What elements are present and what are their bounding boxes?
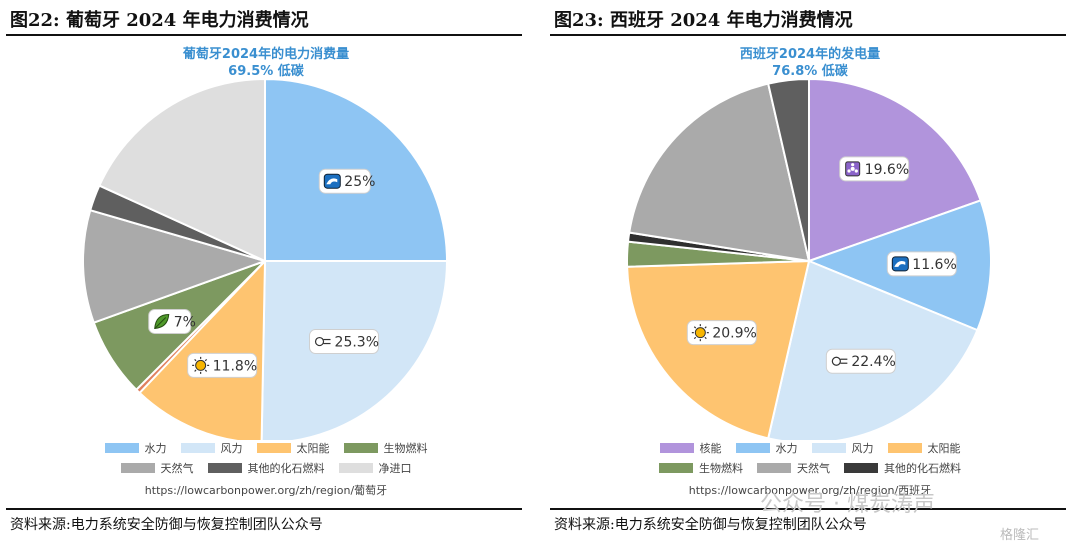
figure-title: 图22: 葡萄牙 2024 年电力消费情况 [10, 10, 309, 31]
data-label-text: 20.9% [712, 326, 756, 342]
wind-icon [831, 356, 848, 366]
legend-swatch [811, 443, 846, 453]
legend-label: 风力 [851, 442, 874, 455]
legend-swatch [120, 463, 155, 473]
bottom-rule [6, 508, 522, 510]
legend-swatch [887, 443, 922, 453]
legend-row: 水力 风力 太阳能 生物燃料 [6, 438, 526, 458]
legend-item: 水力 [104, 440, 167, 456]
top-rule [550, 34, 1066, 36]
legend-label: 其他的化石燃料 [884, 462, 961, 475]
nuclear-icon [845, 161, 861, 177]
data-label: 11.6% [886, 251, 957, 277]
legend-item: 天然气 [757, 460, 830, 476]
data-label-text: 7% [174, 314, 196, 330]
legend-label: 太阳能 [927, 442, 961, 455]
source-note: 资料来源:电力系统安全防御与恢复控制团队公众号 [10, 517, 323, 533]
sun-icon [691, 324, 709, 342]
legend: 水力 风力 太阳能 生物燃料天然气 其他的化石燃料 净进口 [6, 438, 526, 478]
legend-swatch [757, 463, 791, 473]
data-label-text: 22.4% [851, 354, 895, 370]
hydro-icon [891, 256, 909, 272]
data-label-text: 19.6% [865, 162, 909, 178]
data-label-text: 25.3% [335, 335, 379, 351]
chart-subtitle: 76.8% 低碳 [772, 64, 848, 79]
pie-chart: 19.6% 11.6% 22.4% 20.9% [626, 80, 992, 440]
legend-swatch [256, 443, 291, 453]
legend-item: 天然气 [120, 460, 194, 476]
sun-icon [192, 356, 210, 374]
legend-item: 核能 [659, 440, 722, 456]
legend-item: 生物燃料 [343, 440, 428, 456]
legend-swatch [343, 443, 378, 453]
legend-swatch [338, 463, 373, 473]
legend-label: 生物燃料 [699, 462, 743, 475]
pie-slice [98, 80, 266, 263]
watermark: 公众号 · 煤炭涛声 [760, 492, 935, 517]
legend-row: 天然气 其他的化石燃料 净进口 [6, 458, 526, 478]
pie-slice [82, 208, 269, 324]
chart-title: 葡萄牙2024年的电力消费量 [182, 47, 350, 62]
legend-row: 核能 水力 风力 太阳能 [550, 438, 1070, 458]
legend-item: 风力 [811, 440, 874, 456]
legend-label: 风力 [220, 442, 243, 455]
data-label-text: 11.8% [213, 358, 257, 374]
legend-item: 生物燃料 [659, 460, 743, 476]
legend-item: 净进口 [338, 460, 412, 476]
legend-label: 太阳能 [296, 442, 330, 455]
legend-label: 天然气 [160, 462, 194, 475]
legend-label: 水力 [144, 442, 167, 455]
source-url: https://lowcarbonpower.org/zh/region/葡萄牙 [144, 484, 388, 497]
legend-label: 其他的化石燃料 [247, 462, 325, 475]
legend-swatch [735, 443, 770, 453]
source-url: https://lowcarbonpower.org/zh/region/西班牙 [688, 484, 932, 497]
pie-slice [138, 258, 267, 440]
hydro-icon [323, 173, 341, 189]
legend-label: 净进口 [378, 462, 412, 475]
legend-item: 太阳能 [256, 440, 330, 456]
pie-slice [766, 80, 810, 262]
legend-item: 其他的化石燃料 [844, 460, 961, 476]
data-label: 7% [148, 308, 196, 334]
legend-label: 天然气 [797, 462, 830, 475]
legend-label: 生物燃料 [383, 442, 428, 455]
top-rule [6, 34, 522, 36]
chart-title: 西班牙2024年的发电量 [739, 47, 881, 62]
data-label: 20.9% [686, 320, 757, 346]
legend-swatch [180, 443, 215, 453]
data-label: 25% [318, 168, 375, 194]
legend-swatch [207, 463, 242, 473]
legend-swatch [844, 463, 878, 473]
legend-label: 水力 [775, 442, 798, 455]
data-label: 25.3% [309, 329, 380, 355]
legend: 核能 水力 风力 太阳能生物燃料 天然气 其他的化石燃料 [550, 438, 1070, 478]
legend-item: 水力 [735, 440, 798, 456]
data-label: 11.8% [187, 352, 258, 378]
legend-swatch [104, 443, 139, 453]
legend-swatch [659, 463, 693, 473]
pie-chart: 25% 25.3% 11.8% 7% [82, 80, 449, 440]
data-label: 22.4% [825, 348, 896, 374]
data-label-text: 11.6% [912, 257, 956, 273]
pie-slice [626, 259, 811, 440]
data-label: 19.6% [839, 156, 910, 182]
legend-item: 风力 [180, 440, 243, 456]
figure-title: 图23: 西班牙 2024 年电力消费情况 [554, 10, 853, 31]
legend-item: 其他的化石燃料 [207, 460, 325, 476]
legend-row: 生物燃料 天然气 其他的化石燃料 [550, 458, 1070, 478]
pie-slice [628, 82, 811, 263]
leaf-icon [154, 313, 170, 330]
brand-logo: 格隆汇 [1000, 528, 1040, 543]
legend-item: 太阳能 [887, 440, 961, 456]
legend-label: 核能 [699, 442, 722, 455]
wind-icon [314, 336, 331, 347]
spain-figure: 图23: 西班牙 2024 年电力消费情况 西班牙2024年的发电量 76.8%… [550, 0, 1070, 548]
source-note: 资料来源:电力系统安全防御与恢复控制团队公众号 [554, 517, 867, 533]
chart-subtitle: 69.5% 低碳 [228, 64, 304, 79]
bottom-rule [550, 508, 1066, 510]
data-label-text: 25% [344, 174, 375, 190]
portugal-figure: 图22: 葡萄牙 2024 年电力消费情况 葡萄牙2024年的电力消费量 69.… [6, 0, 526, 548]
legend-swatch [659, 443, 694, 453]
